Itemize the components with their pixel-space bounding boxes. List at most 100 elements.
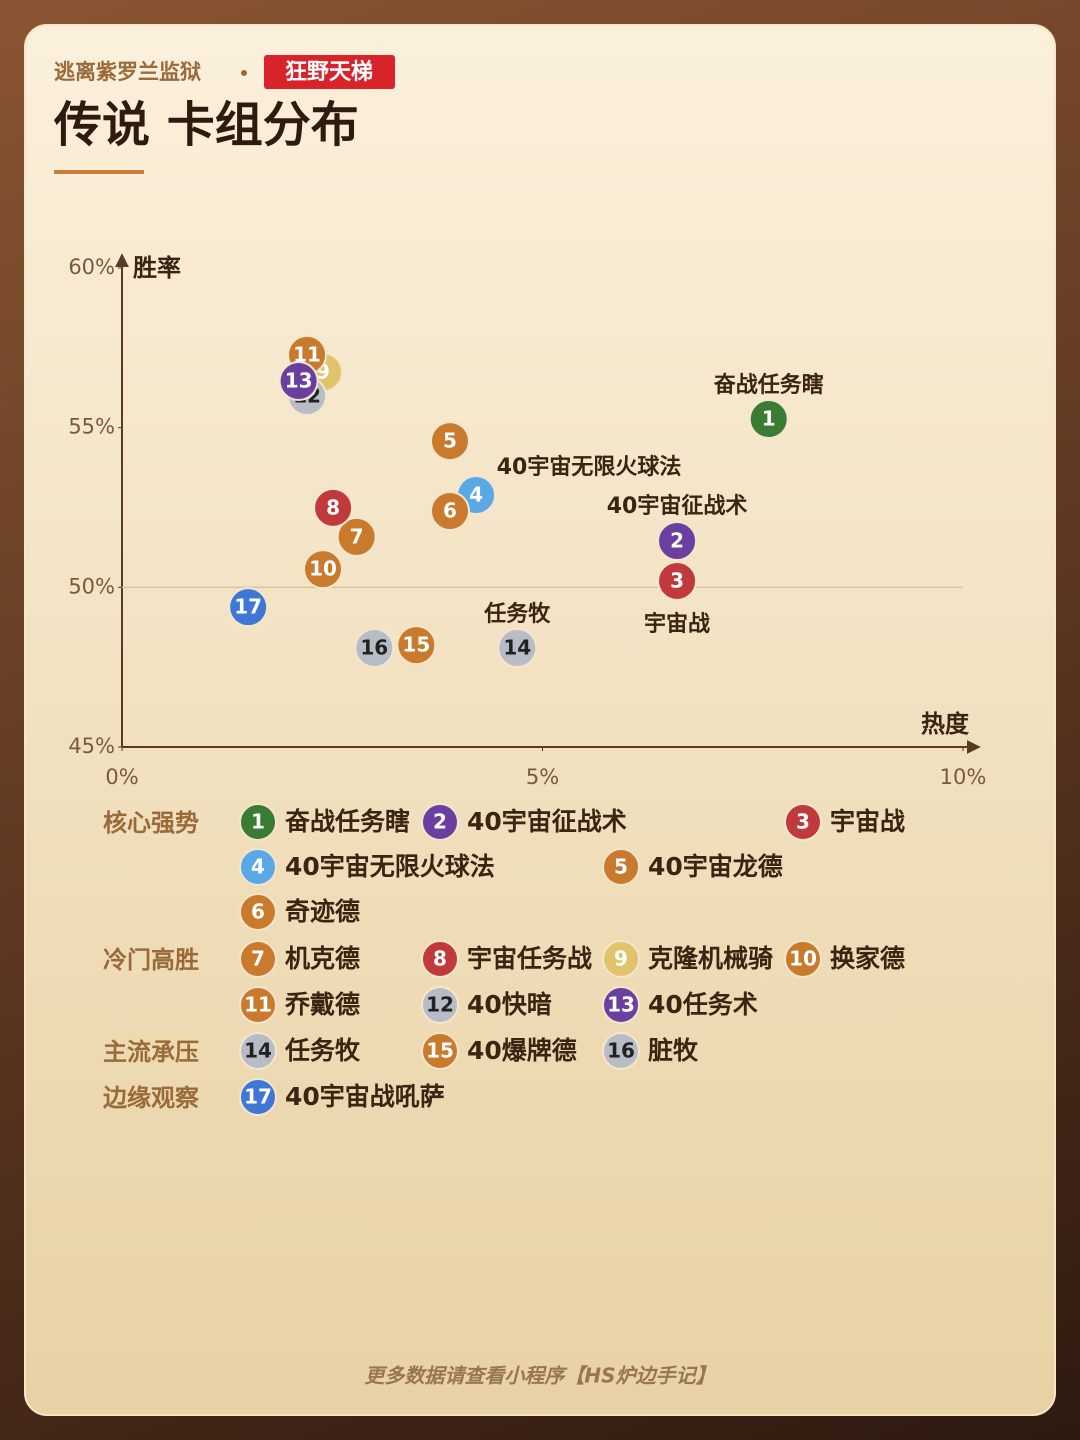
legend-swatch xyxy=(239,986,277,1024)
legend-name: 任务牧 xyxy=(284,1036,361,1065)
legend-swatch xyxy=(421,1032,459,1070)
footer: 更多数据请查看小程序【HS炉边手记】 xyxy=(364,1364,715,1388)
deck-marker: 17 xyxy=(228,587,269,628)
legend-number: 2 xyxy=(433,810,447,834)
legend-number: 7 xyxy=(251,947,265,971)
legend-number: 5 xyxy=(614,855,628,879)
legend-group: 主流承压 xyxy=(103,1038,199,1066)
point-label: 15 xyxy=(402,633,430,657)
deck-marker: 5 xyxy=(429,421,470,462)
point xyxy=(278,361,319,402)
y-tick-label: 45% xyxy=(68,734,115,758)
legend-number: 12 xyxy=(426,993,454,1017)
point-annotation: 宇宙战 xyxy=(644,611,710,637)
legend-swatch xyxy=(421,986,459,1024)
x-axis-label: 热度 xyxy=(921,710,970,738)
card xyxy=(24,24,1056,1416)
point-label: 5 xyxy=(443,429,457,453)
legend-swatch xyxy=(784,940,822,978)
x-tick-label: 10% xyxy=(940,765,987,789)
legend-group: 边缘观察 xyxy=(103,1084,200,1112)
title-underline xyxy=(54,170,144,174)
point-annotation: 40宇宙征战术 xyxy=(607,493,748,519)
legend-number: 6 xyxy=(251,900,265,924)
legend-swatch xyxy=(239,893,277,931)
legend-name: 奋战任务瞎 xyxy=(284,807,410,836)
point xyxy=(429,421,470,462)
point-annotation: 40宇宙无限火球法 xyxy=(497,454,682,480)
deck-marker: 7 xyxy=(336,516,377,557)
legend-number: 17 xyxy=(244,1085,272,1109)
deck-marker: 10 xyxy=(302,549,343,590)
point xyxy=(228,587,269,628)
deck-marker: 2 xyxy=(657,521,698,562)
legend-swatch xyxy=(602,848,640,886)
point-label: 3 xyxy=(670,568,684,592)
point-label: 13 xyxy=(285,369,313,393)
legend-swatch xyxy=(239,848,277,886)
deck-marker: 14 xyxy=(497,628,538,669)
tag-bg xyxy=(264,55,395,89)
legend-number: 3 xyxy=(796,810,810,834)
deck-marker: 1 xyxy=(239,803,277,841)
deck-marker: 17 xyxy=(239,1078,277,1116)
point xyxy=(396,625,437,666)
x-tick-label: 0% xyxy=(105,765,138,789)
deck-marker: 15 xyxy=(421,1032,459,1070)
deck-marker: 1 xyxy=(748,399,789,440)
deck-marker: 9 xyxy=(602,940,640,978)
deck-marker: 11 xyxy=(239,986,277,1024)
legend-group: 冷门高胜 xyxy=(103,946,199,974)
deck-marker: 3 xyxy=(784,803,822,841)
legend-name: 40宇宙战吼萨 xyxy=(285,1082,445,1111)
x-tick-label: 5% xyxy=(526,765,559,789)
legend-name: 40宇宙征战术 xyxy=(467,807,627,836)
point-label: 8 xyxy=(326,495,340,519)
legend-swatch xyxy=(239,940,277,978)
point-label: 7 xyxy=(350,524,364,548)
point-annotation: 任务牧 xyxy=(483,601,551,627)
legend-swatch xyxy=(602,940,640,978)
deck-marker: 16 xyxy=(354,628,395,669)
legend-number: 8 xyxy=(433,947,447,971)
legend-name: 奇迹德 xyxy=(285,897,360,926)
point-label: 1 xyxy=(762,407,776,431)
legend-number: 4 xyxy=(251,855,265,879)
deck-marker: 14 xyxy=(239,1032,277,1070)
y-tick-label: 50% xyxy=(68,574,115,598)
subtitle: 逃离紫罗兰监狱 xyxy=(54,60,201,84)
point xyxy=(429,491,470,532)
legend-swatch xyxy=(602,1032,640,1070)
legend-number: 9 xyxy=(614,947,628,971)
legend-name: 40爆牌德 xyxy=(467,1036,577,1065)
deck-marker: 10 xyxy=(784,940,822,978)
legend-name: 40快暗 xyxy=(467,990,552,1019)
deck-marker: 4 xyxy=(239,848,277,886)
deck-marker: 15 xyxy=(396,625,437,666)
legend-number: 11 xyxy=(244,993,272,1017)
point xyxy=(657,521,698,562)
legend-name: 机克德 xyxy=(285,944,360,973)
legend-name: 乔戴德 xyxy=(284,990,360,1019)
point xyxy=(354,628,395,669)
plot: 45% 50% 55% 60% 0% 5% 10% 1 奋战任务瞎 2 40宇宙征战术 3 宇宙战 4 40… xyxy=(68,255,986,789)
point-label: 17 xyxy=(234,595,262,619)
point-label: 16 xyxy=(360,636,388,660)
y-tick-label: 55% xyxy=(68,415,115,439)
point-label: 4 xyxy=(469,483,483,507)
point xyxy=(302,549,343,590)
deck-marker: 12 xyxy=(421,986,459,1024)
deck-marker: 3 xyxy=(657,560,698,601)
legend-swatch xyxy=(602,986,640,1024)
legend-name: 宇宙任务战 xyxy=(467,944,592,973)
legend-swatch xyxy=(421,803,459,841)
legend: 核心强势 1 奋战任务瞎 2 40宇宙征战术 3 宇宙战 4 40宇宙无限火球法 5 40宇宙龙德 6… xyxy=(103,803,905,1116)
y-axis-label: 胜率 xyxy=(133,254,181,282)
point xyxy=(336,516,377,557)
legend-number: 15 xyxy=(426,1039,454,1063)
point xyxy=(313,487,354,528)
legend-number: 10 xyxy=(789,947,817,971)
legend-number: 13 xyxy=(607,993,635,1017)
deck-marker: 8 xyxy=(421,940,459,978)
